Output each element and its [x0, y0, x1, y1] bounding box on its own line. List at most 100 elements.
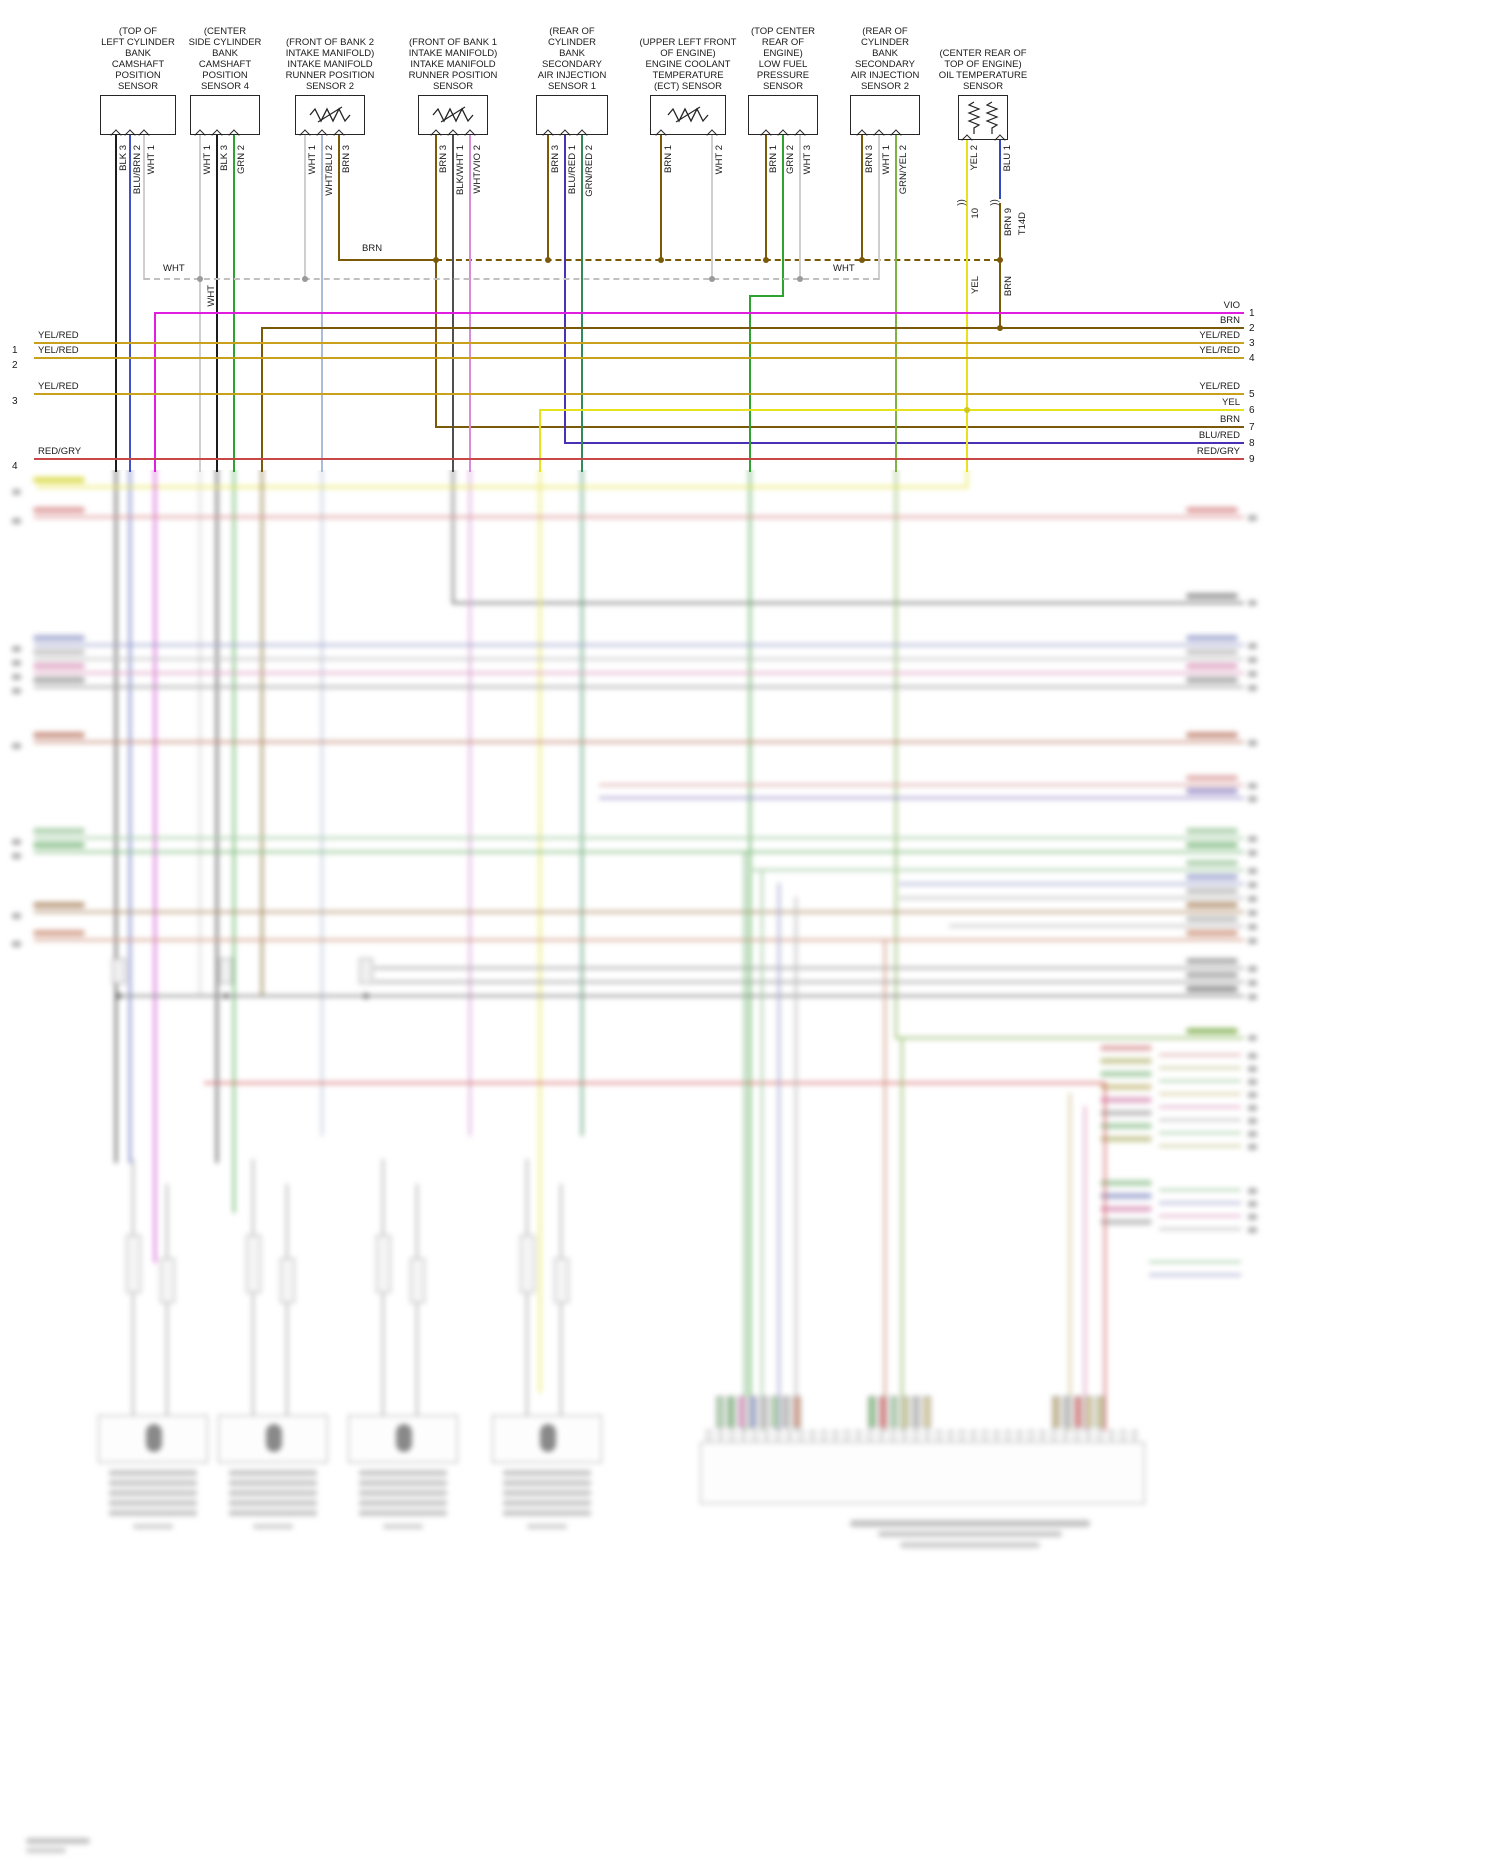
sensor-label-line: CAMSHAFT [198, 59, 252, 70]
ecm-pin [775, 1430, 781, 1440]
blurred-text [26, 1838, 90, 1844]
circuit-number: 2 [1249, 323, 1255, 334]
ecm-pin [763, 1430, 769, 1440]
wire-blur-line [34, 837, 1244, 839]
blurred-number [1248, 1118, 1257, 1124]
ecm-pin [1085, 1430, 1091, 1440]
sensor-label-line: (REAR OF [862, 26, 908, 37]
sensor-label-line: (TOP CENTER [750, 26, 816, 37]
blurred-label [33, 842, 85, 848]
blurred-text [900, 1542, 1040, 1548]
junction-dot [709, 276, 715, 282]
wire-s7-grn [749, 295, 784, 297]
wire-s9-brn [999, 203, 1001, 329]
sensor-label-line: (UPPER LEFT FRONT [639, 37, 737, 48]
ecm-pin [832, 1430, 838, 1440]
blurred-number [1248, 515, 1257, 521]
sensor-label-line: SIDE CYLINDER [188, 37, 262, 48]
blurred-label [33, 507, 85, 513]
blurred-caption-line [503, 1480, 591, 1486]
ecm-pin [729, 1430, 735, 1440]
blurred-text [1186, 593, 1238, 599]
wire-s3-wht [304, 134, 306, 280]
junction-dot [363, 993, 369, 999]
blurred-connector [112, 958, 126, 984]
sensor-label-line: INTAKE MANIFOLD [410, 59, 496, 70]
junction-dot [302, 276, 308, 282]
ecm-pin [844, 1430, 850, 1440]
wire-s5-blu-red-row8 [564, 134, 566, 444]
splice-wire-label: BRN [362, 243, 383, 254]
ecm-pin [1074, 1430, 1080, 1440]
sensor-label-line: INTAKE MANIFOLD [287, 59, 373, 70]
blurred-caption-line [527, 1524, 567, 1529]
coil-core [266, 1424, 282, 1452]
wire-color-label: BRN 9 [1003, 208, 1014, 236]
coil-component [160, 1258, 175, 1303]
wire-color-label: YEL [970, 276, 981, 294]
wire-blur-line [1149, 1274, 1241, 1276]
sensor-label-line: SENSOR [117, 81, 159, 92]
sensor-label-line: PRESSURE [756, 70, 810, 81]
pin-label: GRN 2 [236, 145, 247, 175]
wire-color-label: RED/GRY [38, 446, 82, 457]
blurred-number [1248, 1053, 1257, 1059]
blurred-number [12, 839, 21, 845]
pin-label: BLU/BRN 2 [132, 145, 143, 195]
blurred-number [1248, 966, 1257, 972]
blurred-label [1100, 1123, 1152, 1129]
sensor-label-line: SENSOR 4 [200, 81, 250, 92]
sensor-label-line: LOW FUEL [758, 59, 808, 70]
blurred-label [33, 828, 85, 834]
wire-s5-grn-red [581, 470, 583, 1136]
blurred-label [33, 677, 85, 683]
wire-color-label: BRN [1219, 315, 1240, 326]
wire-color-label: BRN [1003, 276, 1014, 297]
wire-color-label: BLU/RED [1198, 430, 1240, 441]
blurred-caption-line [503, 1500, 591, 1506]
sensor-label-line: BANK [872, 48, 898, 59]
coil-component [520, 1235, 535, 1293]
pin-label: BRN 1 [663, 145, 674, 173]
blurred-text [12, 489, 21, 495]
sensor-label-line: REAR OF [761, 37, 805, 48]
wire-row6-yel [539, 409, 1244, 411]
sensor-label-line: TOP OF ENGINE) [944, 59, 1022, 70]
wire-row1-vio [154, 470, 156, 1263]
blurred-number [1248, 1066, 1257, 1072]
circuit-number: 1 [1249, 308, 1255, 319]
pin-label: WHT 1 [202, 145, 213, 175]
sensor-label-line: SENSOR 1 [547, 81, 597, 92]
ecm-connector-pin [782, 1396, 790, 1428]
pin-label: WHT 1 [146, 145, 157, 175]
blurred-number [1248, 1131, 1257, 1137]
blurred-number [1248, 1079, 1257, 1085]
sensor-label-line: OIL TEMPERATURE [938, 70, 1028, 81]
wire-s6-wht [711, 134, 713, 280]
sensor-label-line: (TOP OF [118, 26, 158, 37]
blurred-number [1248, 1144, 1257, 1150]
blurred-label [1186, 828, 1238, 834]
pin-label: GRN/YEL 2 [898, 145, 909, 195]
sensor-label-line: AIR INJECTION [537, 70, 607, 81]
pin-label: BRN 3 [864, 145, 875, 173]
ecm-pin [1062, 1430, 1068, 1440]
wire-s1-blk [115, 134, 117, 472]
wire-s2-blk [216, 470, 218, 1163]
wire-blur-line [34, 672, 1244, 674]
ecm-pin [982, 1430, 988, 1440]
blurred-number [1248, 657, 1257, 663]
ecm-connector-pin [1074, 1396, 1082, 1428]
blurred-label [33, 649, 85, 655]
ecm-pin [798, 1430, 804, 1440]
blurred-number [1248, 685, 1257, 691]
wire-s4-brn-row7 [435, 426, 1244, 428]
secondary-air-injection-sensor-2-box [850, 95, 920, 135]
blurred-label [1186, 958, 1238, 964]
inline-connector-icon: (( [988, 199, 1000, 206]
wire-blur-wire [901, 1037, 903, 1431]
ecm-pin [809, 1430, 815, 1440]
wire-row9-red-gry [34, 458, 1244, 460]
wire-s4-wht-vio [469, 470, 471, 1136]
